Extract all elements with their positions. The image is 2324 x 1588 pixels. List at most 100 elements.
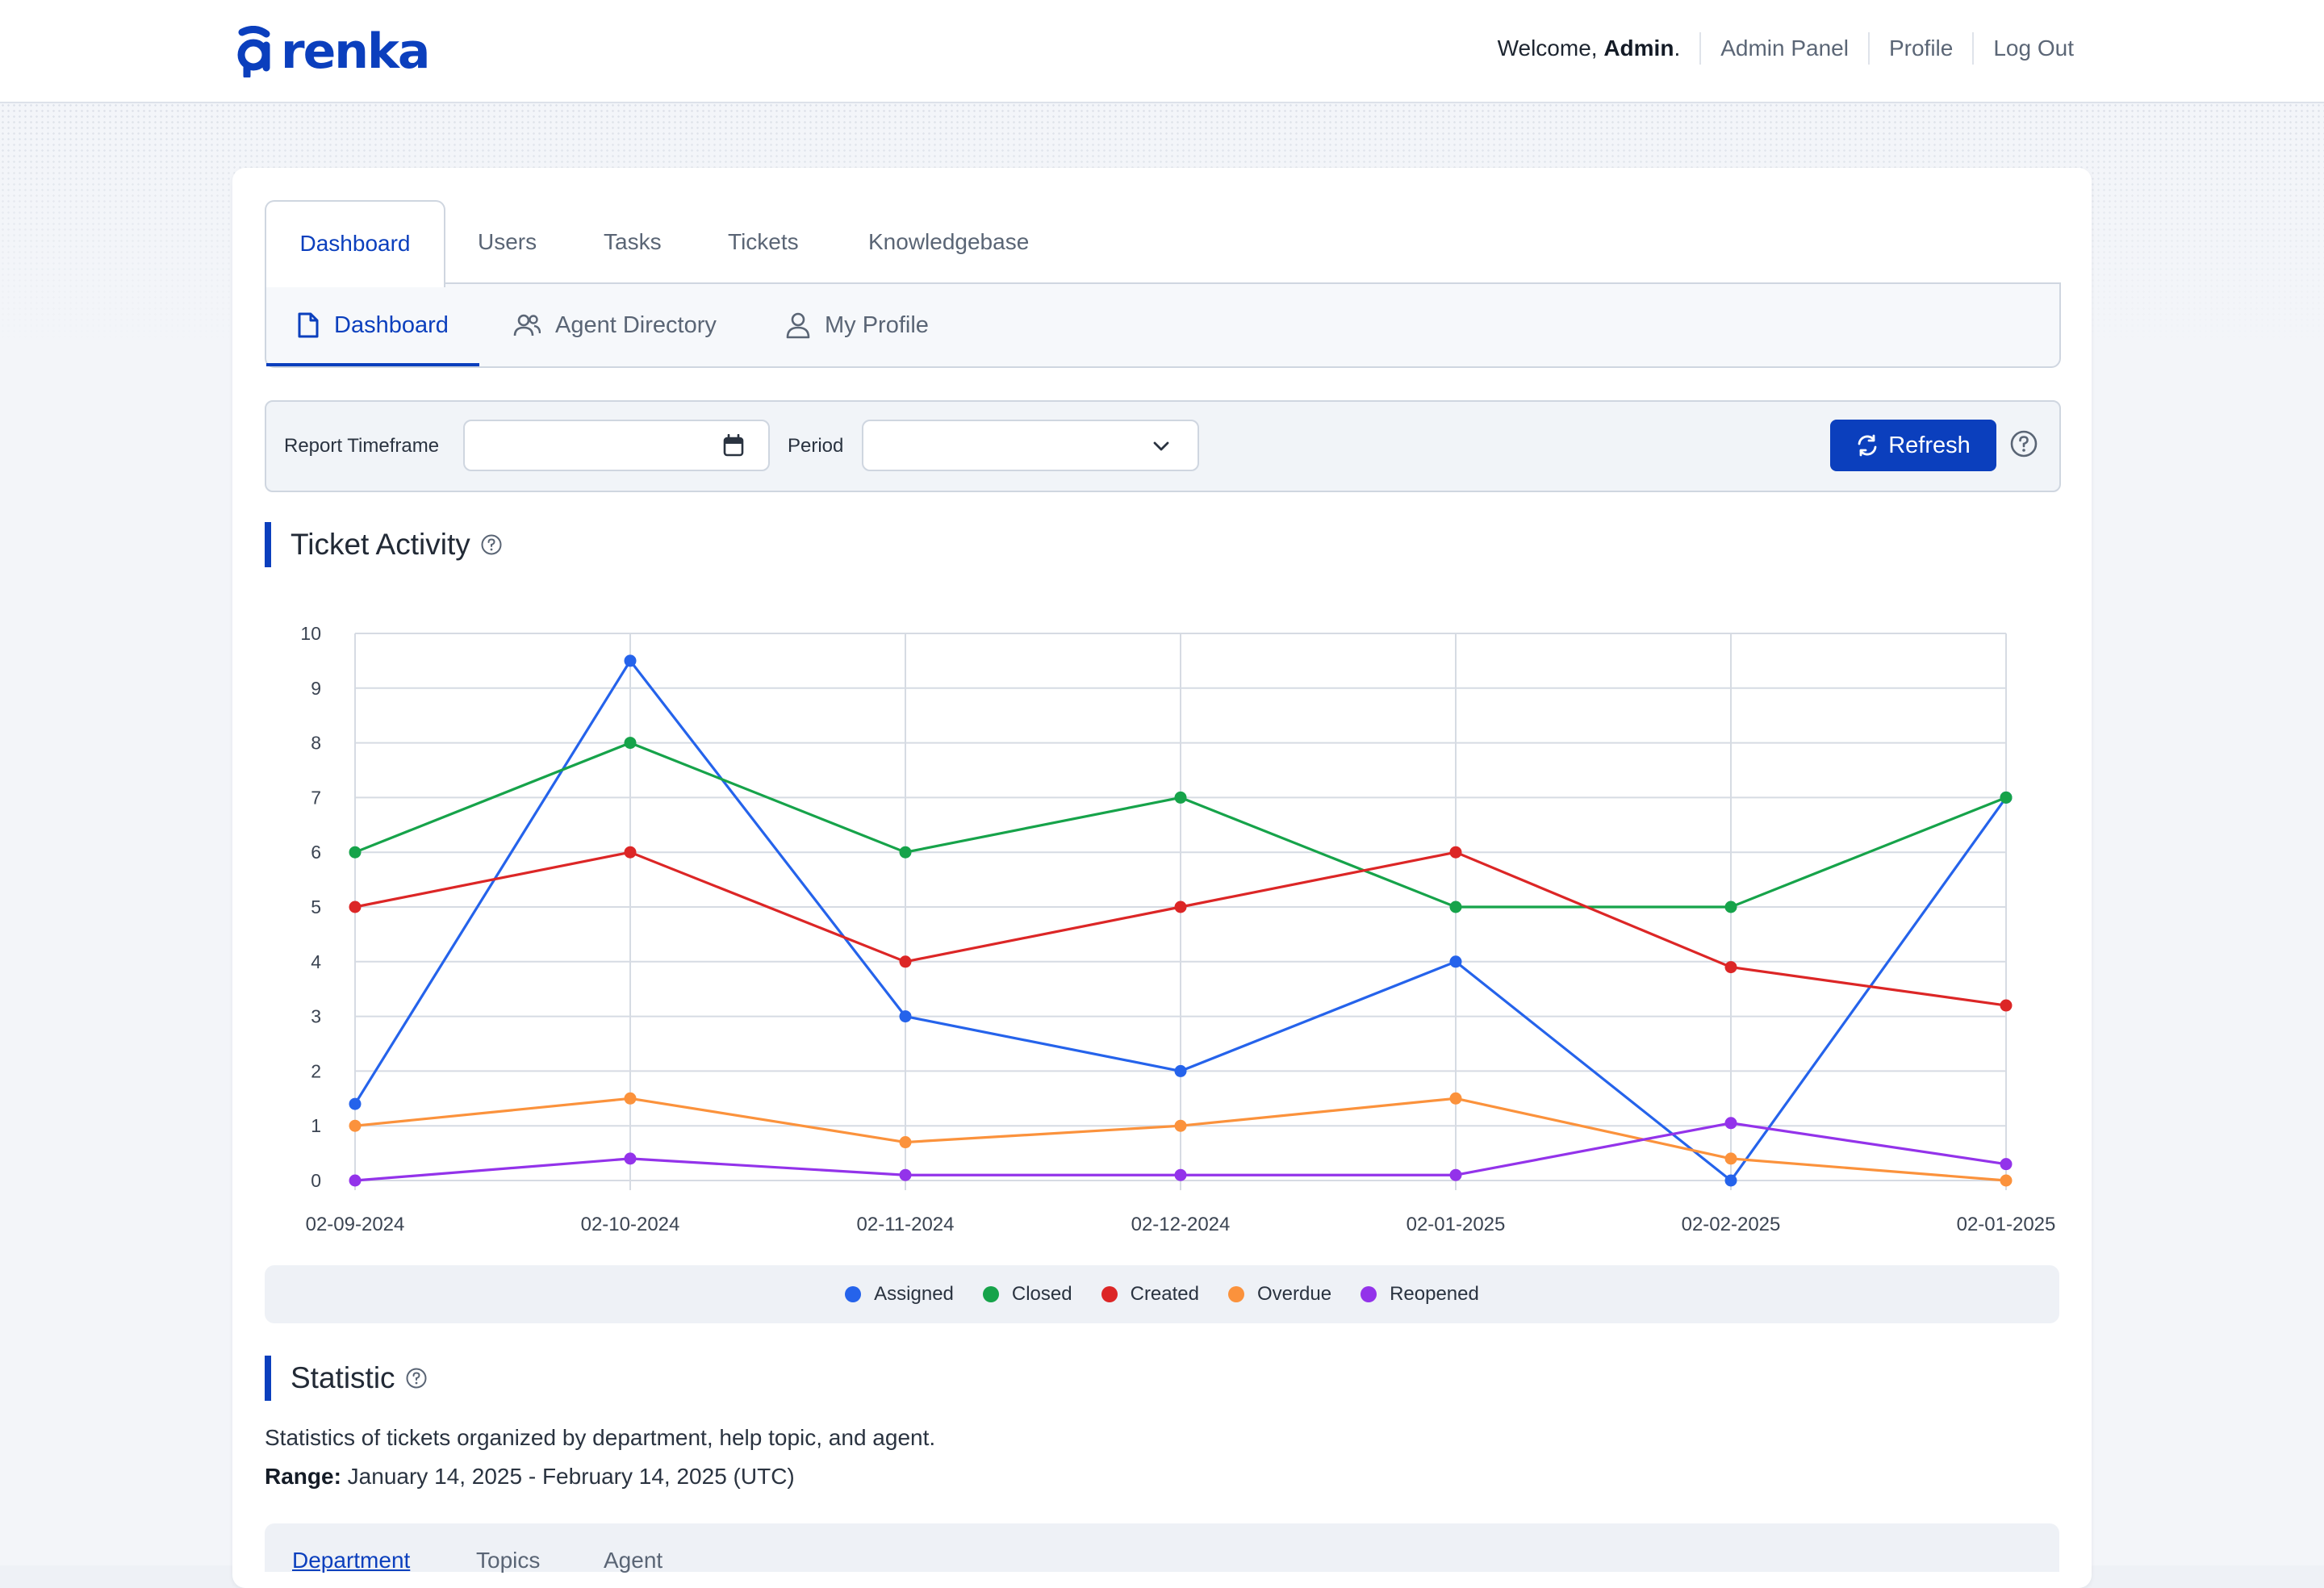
data-point-closed: [2000, 791, 2013, 804]
legend-label: Assigned: [874, 1283, 954, 1305]
user-icon: [786, 312, 810, 339]
chevron-down-icon: [1153, 441, 1169, 451]
tab-topics[interactable]: Topics: [476, 1548, 541, 1573]
report-timeframe-input[interactable]: [463, 420, 770, 471]
tab-tickets[interactable]: Tickets: [728, 229, 799, 254]
data-point-created: [624, 846, 637, 859]
logo[interactable]: renka: [231, 23, 430, 81]
legend-item-reopened[interactable]: Reopened: [1361, 1283, 1479, 1306]
admin-panel-link[interactable]: Admin Panel: [1699, 32, 1868, 65]
data-point-assigned: [624, 654, 637, 667]
statistic-range: Range: January 14, 2025 - February 14, 2…: [265, 1464, 795, 1490]
tab-department[interactable]: Department: [292, 1548, 411, 1573]
data-point-assigned: [349, 1097, 362, 1110]
help-circle-icon[interactable]: [2009, 429, 2038, 458]
tab-agent[interactable]: Agent: [604, 1548, 663, 1573]
data-point-created: [1449, 846, 1462, 859]
statistic-description: Statistics of tickets organized by depar…: [265, 1425, 936, 1450]
data-point-assigned: [899, 1010, 912, 1023]
data-point-closed: [1724, 901, 1737, 913]
x-tick-label: 02-11-2024: [857, 1214, 955, 1235]
data-point-overdue: [899, 1136, 912, 1149]
legend-dot: [1361, 1286, 1377, 1302]
range-label: Range:: [265, 1464, 341, 1489]
ticket-activity-heading: Ticket Activity: [265, 522, 503, 567]
data-point-created: [349, 901, 362, 913]
statistic-tabs: Department Topics Agent: [265, 1523, 2059, 1573]
info-circle-icon[interactable]: [480, 533, 503, 556]
x-tick-label: 02-02-2025: [1682, 1214, 1781, 1235]
y-tick-label: 7: [311, 787, 321, 808]
data-point-assigned: [1449, 955, 1462, 968]
x-tick-label: 02-12-2024: [1131, 1214, 1231, 1235]
data-point-assigned: [1724, 1174, 1737, 1187]
data-point-reopened: [1174, 1168, 1187, 1181]
data-point-created: [2000, 999, 2013, 1012]
welcome-prefix: Welcome,: [1497, 36, 1604, 61]
logo-text: renka: [281, 23, 430, 80]
legend-item-overdue[interactable]: Overdue: [1228, 1283, 1331, 1306]
data-point-reopened: [899, 1168, 912, 1181]
legend-label: Overdue: [1257, 1283, 1332, 1305]
ticket-activity-title: Ticket Activity: [290, 528, 470, 561]
main-tabs: Dashboard Users Tasks Tickets Knowledgeb…: [265, 200, 2059, 287]
legend-item-assigned[interactable]: Assigned: [845, 1283, 954, 1306]
subtab-my-profile-label: My Profile: [825, 311, 929, 338]
period-label: Period: [788, 435, 844, 457]
data-point-created: [1174, 901, 1187, 913]
legend-item-created[interactable]: Created: [1101, 1283, 1199, 1306]
x-tick-label: 02-09-2024: [306, 1214, 405, 1235]
x-tick-label: 02-01-2025: [1957, 1214, 2056, 1235]
profile-link[interactable]: Profile: [1867, 32, 1972, 65]
data-point-created: [1724, 961, 1737, 974]
y-tick-label: 6: [311, 842, 321, 863]
legend-dot: [1228, 1286, 1244, 1302]
report-timeframe-label: Report Timeframe: [284, 435, 440, 457]
ticket-activity-chart: 0 1 2 3 4 5 6 7 8 9 10 02-09-2024 02-10-2024 02-11-20…: [300, 623, 2056, 1235]
y-tick-label: 1: [311, 1115, 321, 1136]
statistic-heading: Statistic: [265, 1356, 428, 1401]
document-icon: [298, 312, 319, 338]
data-point-closed: [349, 846, 362, 859]
welcome-suffix: .: [1674, 36, 1681, 61]
data-point-overdue: [349, 1119, 362, 1132]
data-point-closed: [624, 737, 637, 750]
log-out-link[interactable]: Log Out: [1972, 32, 2093, 65]
period-select[interactable]: [862, 420, 1199, 471]
top-nav: Welcome, Admin. Admin Panel Profile Log …: [1498, 32, 2093, 65]
data-point-reopened: [1724, 1117, 1737, 1130]
data-point-closed: [1174, 791, 1187, 804]
tab-dashboard[interactable]: Dashboard: [265, 200, 445, 287]
subtab-my-profile[interactable]: My Profile: [786, 284, 929, 366]
y-tick-label: 8: [311, 733, 321, 754]
y-tick-label: 4: [311, 951, 321, 972]
data-point-closed: [1449, 901, 1462, 913]
refresh-button[interactable]: Refresh: [1830, 420, 1996, 471]
y-tick-label: 10: [300, 623, 321, 644]
y-tick-label: 3: [311, 1006, 321, 1027]
statistic-title: Statistic: [290, 1361, 395, 1394]
filter-bar: Report Timeframe Period Refresh: [265, 400, 2061, 492]
data-point-closed: [899, 846, 912, 859]
top-header: renka Welcome, Admin. Admin Panel Profil…: [0, 0, 2324, 103]
legend-dot: [982, 1286, 999, 1302]
data-point-overdue: [1724, 1152, 1737, 1165]
legend-label: Created: [1130, 1283, 1199, 1305]
tab-knowledgebase[interactable]: Knowledgebase: [868, 229, 1030, 254]
welcome-text: Welcome, Admin.: [1498, 32, 1700, 65]
tab-users[interactable]: Users: [478, 229, 537, 254]
refresh-icon: [1858, 434, 1877, 457]
legend-dot: [1101, 1286, 1118, 1302]
data-point-assigned: [1174, 1064, 1187, 1077]
calendar-icon[interactable]: [723, 434, 744, 457]
data-point-overdue: [1174, 1119, 1187, 1132]
y-tick-label: 5: [311, 896, 321, 917]
y-tick-label: 0: [311, 1170, 321, 1191]
x-tick-label: 02-10-2024: [581, 1214, 680, 1235]
subtab-dashboard[interactable]: Dashboard: [297, 284, 449, 366]
info-circle-icon[interactable]: [405, 1367, 428, 1390]
legend-label: Reopened: [1390, 1283, 1479, 1305]
legend-item-closed[interactable]: Closed: [982, 1283, 1072, 1306]
subtab-agent-directory[interactable]: Agent Directory: [513, 284, 717, 366]
tab-tasks[interactable]: Tasks: [604, 229, 662, 254]
